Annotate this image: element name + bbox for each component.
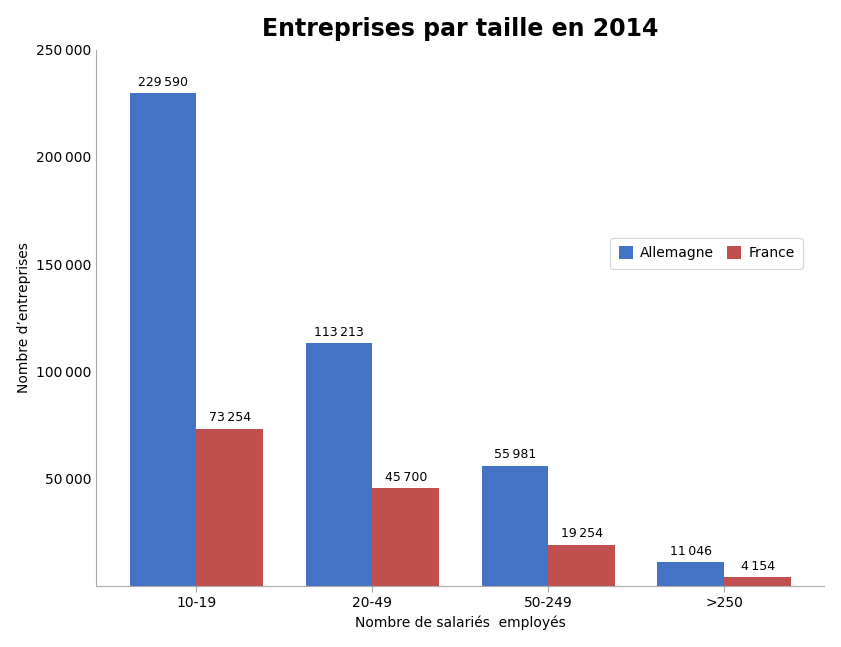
- Bar: [658, 562, 724, 586]
- Bar: [130, 93, 197, 586]
- X-axis label: Nombre de salariés  employés: Nombre de salariés employés: [355, 616, 566, 630]
- Text: 11 046: 11 046: [670, 545, 712, 558]
- Y-axis label: Nombre d’entreprises: Nombre d’entreprises: [17, 242, 30, 393]
- Text: 19 254: 19 254: [561, 527, 603, 540]
- Bar: [197, 429, 263, 586]
- Text: 73 254: 73 254: [209, 411, 251, 424]
- Title: Entreprises par taille en 2014: Entreprises par taille en 2014: [262, 17, 659, 41]
- Bar: [373, 488, 439, 586]
- Text: 4 154: 4 154: [741, 560, 775, 573]
- Text: 45 700: 45 700: [384, 470, 427, 483]
- Bar: [548, 545, 616, 586]
- Bar: [482, 466, 548, 586]
- Bar: [305, 343, 373, 586]
- Bar: [724, 577, 791, 586]
- Text: 229 590: 229 590: [138, 76, 188, 89]
- Legend: Allemagne, France: Allemagne, France: [611, 238, 803, 269]
- Text: 55 981: 55 981: [494, 448, 536, 461]
- Text: 113 213: 113 213: [314, 325, 364, 338]
